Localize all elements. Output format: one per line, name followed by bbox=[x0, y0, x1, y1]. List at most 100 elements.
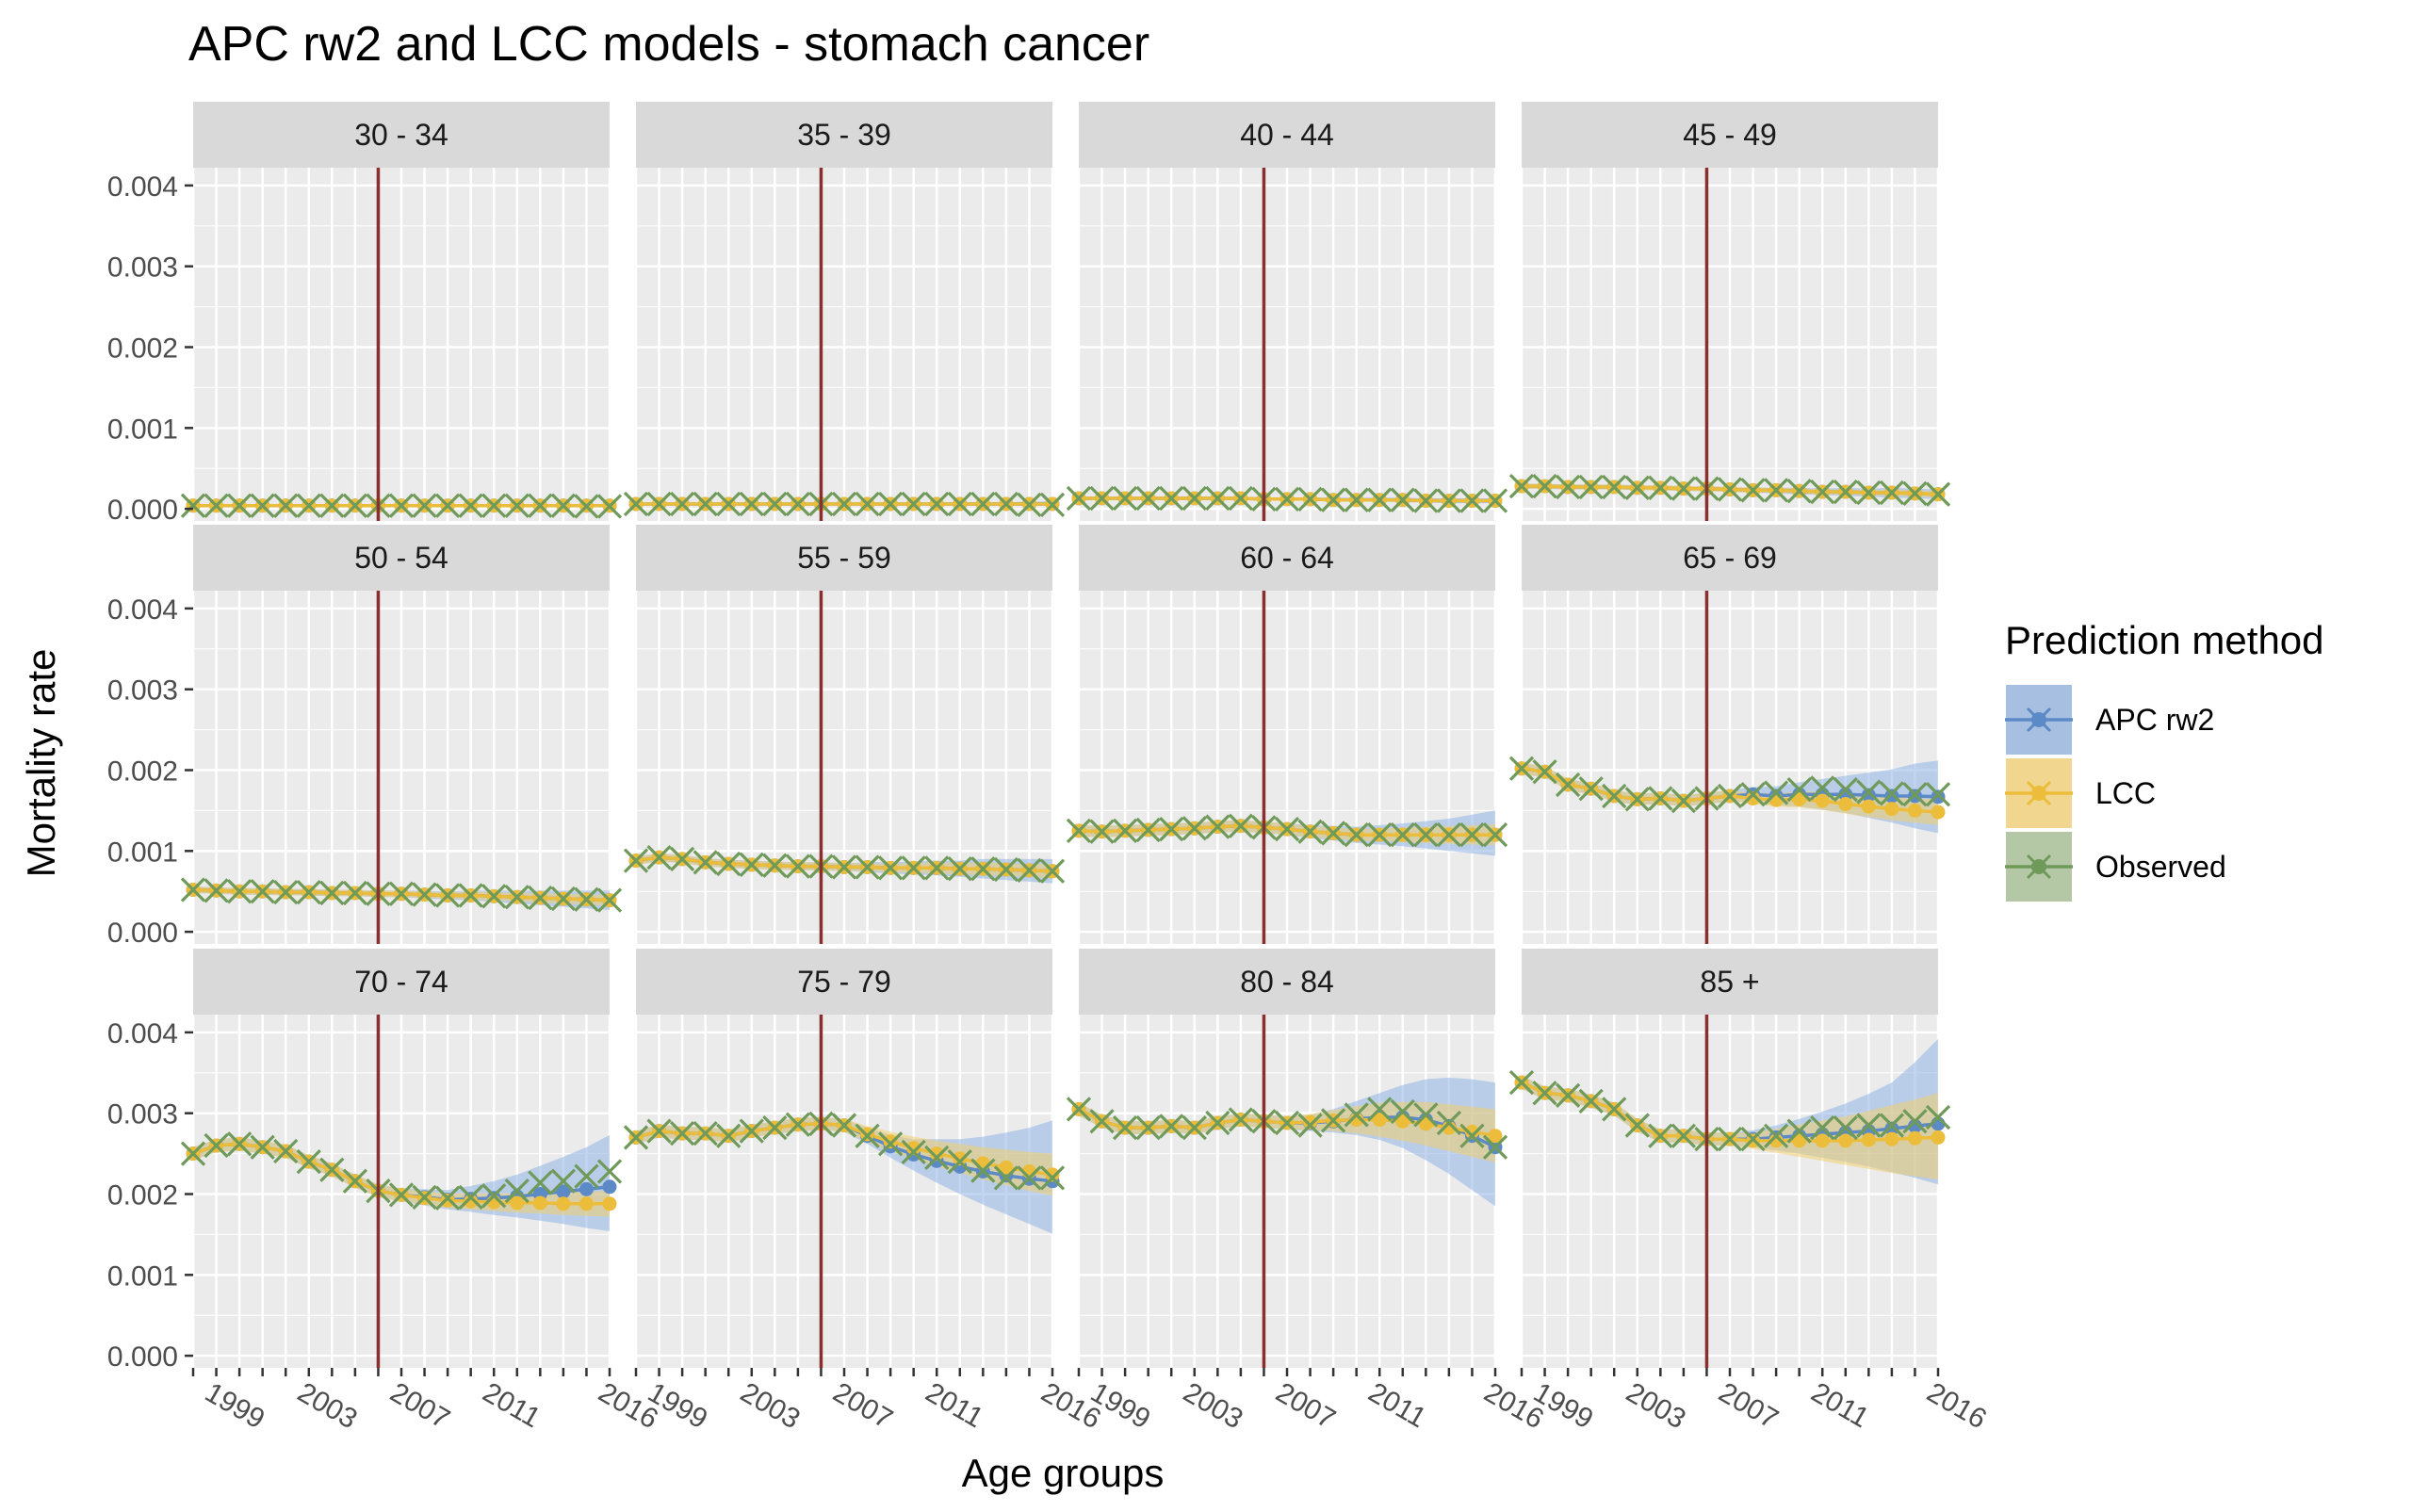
observed-point bbox=[993, 856, 1019, 883]
observed-point bbox=[1482, 822, 1508, 848]
observed-point bbox=[1390, 1098, 1415, 1125]
facet-strip-label: 85 + bbox=[1700, 965, 1759, 999]
x-tick-label: 2003 bbox=[292, 1376, 362, 1435]
observed-point bbox=[1390, 822, 1415, 848]
y-tick-label: 0.002 bbox=[107, 1180, 178, 1211]
observed-point bbox=[1810, 479, 1835, 505]
observed-point bbox=[1436, 1110, 1462, 1136]
facet-strip bbox=[193, 949, 610, 1015]
observed-point bbox=[1459, 488, 1485, 513]
observed-point bbox=[412, 493, 437, 518]
y-tick-label: 0.004 bbox=[107, 594, 178, 626]
observed-point bbox=[388, 1182, 415, 1208]
observed-point bbox=[1413, 1102, 1439, 1128]
observed-point bbox=[434, 493, 461, 518]
chart-title: APC rw2 and LCC models - stomach cancer bbox=[188, 17, 1149, 72]
observed-point bbox=[319, 880, 345, 906]
observed-point bbox=[458, 493, 483, 518]
facet-strip bbox=[193, 102, 610, 168]
lcc-point bbox=[906, 1141, 921, 1156]
observed-point bbox=[481, 1183, 507, 1209]
legend-item: APC rw2 bbox=[2004, 683, 2214, 756]
observed-point bbox=[1297, 1113, 1323, 1138]
lcc-point bbox=[1768, 1133, 1784, 1148]
y-tick-label: 0.004 bbox=[107, 171, 178, 203]
observed-point bbox=[1763, 1123, 1789, 1148]
observed-point bbox=[1879, 781, 1905, 806]
facet-strip-label: 40 - 44 bbox=[1240, 118, 1334, 152]
observed-point bbox=[1602, 474, 1627, 500]
lcc-point bbox=[1884, 802, 1899, 817]
observed-point bbox=[388, 493, 415, 518]
facet-panel: 50 - 54 0.000 0.001 0.002 0.003 0.004 bbox=[107, 525, 623, 949]
observed-point bbox=[1320, 1108, 1346, 1133]
observed-point bbox=[1670, 1123, 1697, 1148]
facet-strip bbox=[1522, 525, 1938, 591]
observed-point bbox=[1297, 486, 1323, 512]
observed-point bbox=[574, 886, 599, 912]
x-tick-label: 2007 bbox=[828, 1376, 898, 1435]
y-tick-label: 0.001 bbox=[107, 1260, 178, 1292]
observed-point bbox=[319, 1157, 345, 1182]
observed-point bbox=[855, 1123, 880, 1148]
y-tick-label: 0.001 bbox=[107, 414, 178, 445]
x-tick-label: 2003 bbox=[1178, 1376, 1247, 1435]
observed-point bbox=[528, 493, 553, 518]
observed-point bbox=[1297, 819, 1323, 844]
x-tick-label: 1999 bbox=[1528, 1376, 1598, 1435]
observed-point bbox=[947, 1149, 972, 1175]
facet-strip-label: 65 - 69 bbox=[1683, 541, 1777, 575]
observed-point bbox=[1717, 783, 1743, 809]
observed-point bbox=[623, 1125, 649, 1150]
lcc-point bbox=[1746, 791, 1761, 806]
apc-rw2-point bbox=[1931, 789, 1946, 805]
observed-point bbox=[296, 1149, 321, 1175]
legend-key-point bbox=[2031, 786, 2046, 801]
observed-point bbox=[1228, 1107, 1254, 1132]
observed-point bbox=[623, 491, 649, 517]
observed-point bbox=[1717, 477, 1743, 502]
observed-point bbox=[1925, 1104, 1951, 1130]
observed-point bbox=[1159, 485, 1184, 512]
observed-point bbox=[1436, 488, 1462, 513]
observed-point bbox=[226, 879, 253, 904]
observed-point bbox=[1856, 480, 1882, 506]
observed-point bbox=[1274, 1110, 1300, 1136]
observed-point bbox=[204, 1132, 229, 1159]
facet-panel: 70 - 74 0.000 0.001 0.002 0.003 0.004 1999 2003… bbox=[107, 949, 663, 1435]
observed-point bbox=[785, 491, 811, 517]
facet-strip-label: 55 - 59 bbox=[797, 541, 891, 575]
observed-point bbox=[1532, 759, 1557, 785]
lcc-point bbox=[1815, 793, 1830, 808]
observed-point bbox=[623, 848, 649, 873]
observed-point bbox=[1578, 474, 1604, 500]
facet-strip bbox=[636, 525, 1052, 591]
lcc-point bbox=[1792, 1133, 1807, 1148]
observed-point bbox=[1763, 780, 1789, 805]
x-tick-label: 2011 bbox=[478, 1376, 546, 1434]
observed-point bbox=[1624, 1113, 1650, 1138]
observed-point bbox=[1135, 817, 1161, 843]
lcc-point bbox=[440, 1193, 455, 1208]
observed-point bbox=[250, 1134, 275, 1160]
lcc-point bbox=[1442, 1120, 1457, 1135]
observed-point bbox=[1856, 779, 1882, 805]
observed-point bbox=[1066, 818, 1092, 843]
observed-point bbox=[1670, 788, 1697, 814]
observed-point bbox=[1112, 1115, 1138, 1141]
observed-point bbox=[1786, 776, 1812, 803]
observed-point bbox=[596, 1159, 623, 1184]
y-tick-label: 0.000 bbox=[107, 1341, 178, 1373]
x-tick-label: 2003 bbox=[1621, 1376, 1690, 1435]
observed-point bbox=[1205, 485, 1230, 512]
observed-point bbox=[388, 881, 415, 906]
apc-rw2-point bbox=[602, 1179, 617, 1195]
observed-point bbox=[596, 887, 623, 913]
facet-strip-label: 50 - 54 bbox=[354, 541, 448, 575]
observed-point bbox=[947, 491, 972, 517]
observed-point bbox=[1182, 485, 1207, 512]
observed-point bbox=[1066, 1097, 1092, 1122]
observed-point bbox=[204, 878, 229, 903]
facet-panel: 60 - 64 bbox=[1066, 525, 1508, 944]
observed-point bbox=[831, 1113, 857, 1138]
